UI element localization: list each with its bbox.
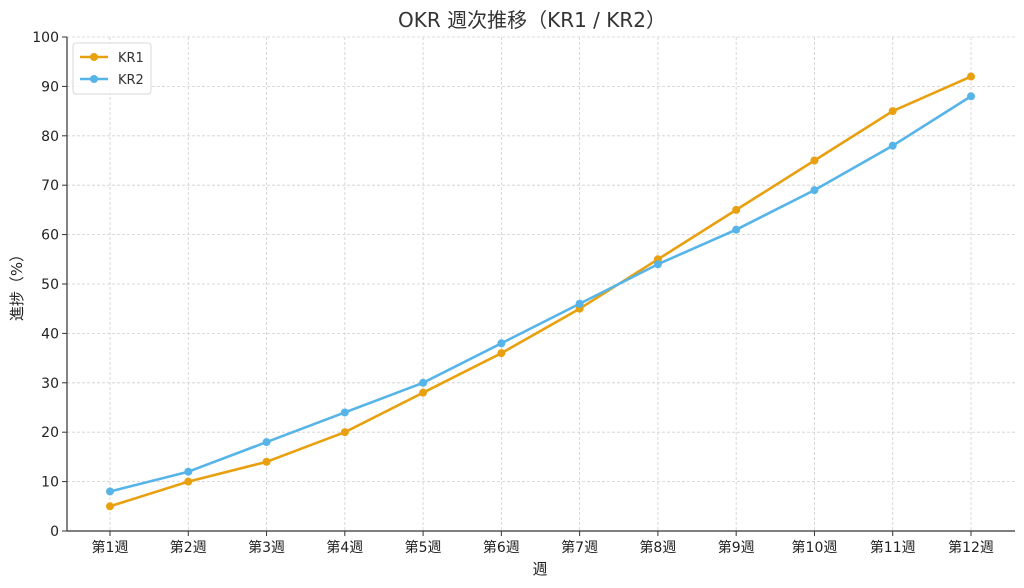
data-point-kr2 (497, 339, 506, 348)
data-point-kr1 (810, 156, 819, 165)
data-point-kr2 (810, 186, 819, 195)
chart-title: OKR 週次推移（KR1 / KR2） (398, 8, 666, 32)
y-tick-label: 90 (41, 79, 59, 95)
data-point-kr1 (967, 72, 975, 81)
data-point-kr1 (340, 428, 349, 437)
x-tick-label: 第10週 (792, 539, 838, 556)
x-tick-label: 第6週 (483, 539, 520, 556)
data-point-kr1 (888, 107, 897, 116)
x-tick-label: 第3週 (248, 539, 285, 556)
data-point-kr1 (732, 205, 741, 214)
data-point-kr2 (184, 467, 193, 476)
data-point-kr2 (732, 225, 741, 234)
y-tick-label: 40 (41, 326, 59, 342)
x-tick-label: 第5週 (405, 539, 442, 556)
data-point-kr1 (419, 388, 428, 397)
data-point-kr2 (419, 378, 428, 387)
x-tick-label: 第11週 (870, 539, 916, 556)
series-line-kr1 (109, 75, 972, 508)
y-tick-label: 0 (50, 524, 59, 540)
x-tick-label: 第1週 (92, 539, 129, 556)
y-tick-label: 80 (41, 129, 59, 145)
data-point-kr2 (575, 299, 584, 308)
legend-label: KR1 (118, 51, 144, 66)
y-tick-label: 20 (41, 425, 59, 441)
data-point-kr1 (497, 349, 506, 358)
axes: 0 10 20 30 40 50 60 70 80 90 100 第1週 第2週 第3週 第4週 第5週 第6週… (32, 30, 1015, 556)
x-axis-label: 週 (532, 560, 547, 578)
data-point-kr2 (340, 408, 349, 417)
grid (67, 36, 1015, 532)
y-tick-label: 100 (32, 30, 59, 46)
data-point-kr2 (888, 141, 897, 150)
legend-marker-kr1 (90, 53, 98, 61)
y-axis-label: 進捗（%） (8, 247, 26, 321)
data-point-kr2 (653, 260, 662, 269)
x-tick-label: 第2週 (170, 539, 207, 556)
data-point-kr2 (262, 438, 271, 447)
data-point-kr2 (106, 487, 114, 496)
x-tick-label: 第7週 (561, 539, 598, 556)
data-point-kr1 (184, 477, 193, 486)
x-tick-label: 第12週 (948, 539, 994, 556)
x-tick-label: 第9週 (718, 539, 755, 556)
y-tick-label: 30 (41, 376, 59, 392)
y-tick-label: 50 (41, 277, 59, 293)
legend-label: KR2 (118, 73, 144, 88)
y-tick-label: 70 (41, 178, 59, 194)
data-point-kr2 (967, 92, 975, 101)
legend-marker-kr2 (90, 75, 98, 83)
data-point-kr1 (262, 457, 271, 466)
x-tick-label: 第8週 (639, 539, 676, 556)
y-tick-label: 10 (41, 475, 59, 491)
series-group (106, 72, 975, 511)
y-tick-label: 60 (41, 228, 59, 244)
data-point-kr1 (106, 502, 114, 511)
x-tick-label: 第4週 (326, 539, 363, 556)
series-line-kr2 (109, 95, 972, 493)
